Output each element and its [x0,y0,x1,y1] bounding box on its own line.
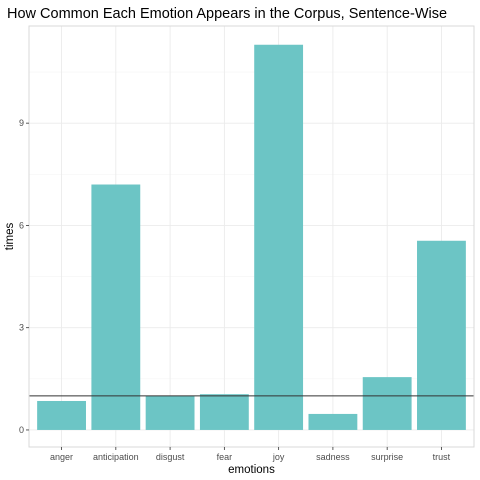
x-tick-label: fear [217,452,233,462]
bar-disgust [145,395,195,430]
y-tick-label: 0 [19,425,24,435]
x-tick-label: sadness [316,452,350,462]
x-tick-label: surprise [371,452,403,462]
x-tick-label: trust [433,452,451,462]
bar-anticipation [91,184,141,430]
x-tick-label: anger [50,452,73,462]
y-axis-title: times [4,223,16,251]
y-tick-label: 9 [19,118,24,128]
bar-joy [254,44,304,430]
bar-fear [199,394,249,430]
x-tick-label: joy [272,452,285,462]
bar-sadness [308,413,358,430]
x-axis-ticks: anger anticipation disgust fear joy sadness su… [50,447,451,462]
x-tick-label: anticipation [93,452,139,462]
x-axis-title: emotions [228,464,275,476]
y-tick-label: 3 [19,323,24,333]
x-tick-label: disgust [156,452,185,462]
bar-anger [37,400,86,430]
y-tick-label: 6 [19,220,24,230]
panel-border [28,25,475,448]
bar-surprise [362,377,412,430]
bars [37,44,466,430]
y-axis-ticks: 0 3 6 9 [19,118,29,435]
chart-title: How Common Each Emotion Appears in the C… [7,6,447,22]
bar-trust [417,240,466,430]
